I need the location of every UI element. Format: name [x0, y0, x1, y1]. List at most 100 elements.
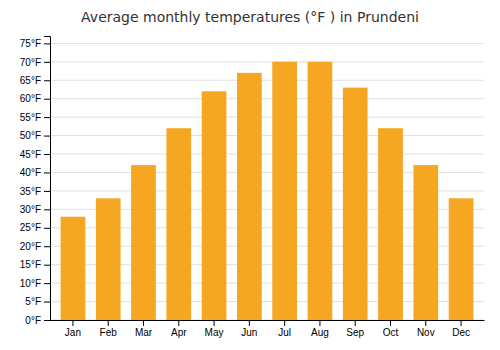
grid-line — [50, 43, 484, 44]
grid-line — [50, 135, 484, 136]
y-tick: 30°F — [20, 204, 50, 215]
bar — [61, 217, 86, 320]
y-tick-label: 50°F — [20, 130, 41, 141]
bar — [413, 165, 438, 320]
y-tick-mark — [44, 99, 50, 100]
y-tick-label: 55°F — [20, 112, 41, 123]
x-tick-mark — [390, 320, 391, 326]
y-tick-mark — [44, 136, 50, 137]
y-tick-label: 75°F — [20, 38, 41, 49]
y-tick: 35°F — [20, 186, 50, 197]
x-tick-mark — [461, 320, 462, 326]
y-tick-label: 35°F — [20, 186, 41, 197]
x-axis-line — [51, 320, 485, 321]
y-tick-mark — [44, 209, 50, 210]
grid-line — [50, 98, 484, 99]
plot: JanFebMarAprMayJunJulAugSepOctNovDec0°F5… — [20, 37, 485, 339]
grid-line — [50, 80, 484, 81]
y-tick-label: 20°F — [20, 241, 41, 252]
x-tick-mark — [108, 320, 109, 326]
y-tick-mark — [44, 43, 50, 44]
bar — [449, 198, 474, 320]
y-tick-label: 25°F — [20, 222, 41, 233]
y-tick: 25°F — [20, 222, 50, 233]
y-tick: 45°F — [20, 149, 50, 160]
x-tick-label: Aug — [311, 327, 329, 338]
bar — [166, 128, 191, 320]
y-tick-mark — [44, 228, 50, 229]
grid — [50, 43, 484, 320]
y-axis: 0°F 5°F 10°F 15°F 20°F 25°F 30°F 35°F 40°F 45°F 50… — [20, 37, 51, 326]
x-tick: Nov — [417, 320, 435, 338]
y-tick-mark — [44, 283, 50, 284]
x-tick: Apr — [171, 320, 187, 338]
y-tick: 5°F — [25, 296, 50, 307]
y-tick-label: 60°F — [20, 93, 41, 104]
y-tick-mark — [44, 172, 50, 173]
y-tick: 15°F — [20, 259, 50, 270]
bar — [272, 62, 297, 320]
x-tick: Jun — [241, 320, 257, 338]
x-tick-mark — [355, 320, 356, 326]
bars — [61, 62, 474, 320]
y-tick-label: 15°F — [20, 259, 41, 270]
y-tick-mark — [44, 246, 50, 247]
x-tick-label: Dec — [452, 327, 470, 338]
x-tick: Aug — [311, 320, 329, 338]
title: Average monthly temperatures (°F ) in Pr… — [81, 9, 419, 25]
y-tick-mark — [44, 154, 50, 155]
bar — [237, 73, 262, 320]
x-tick-mark — [319, 320, 320, 326]
y-tick-mark — [44, 62, 50, 63]
x-tick: May — [205, 320, 224, 338]
x-tick-mark — [249, 320, 250, 326]
y-tick: 20°F — [20, 241, 50, 252]
x-tick: Sep — [346, 320, 364, 338]
x-tick-label: Mar — [135, 327, 153, 338]
bar — [308, 62, 333, 320]
x-tick-label: Jan — [65, 327, 81, 338]
x-tick-label: May — [205, 327, 224, 338]
x-tick: Dec — [452, 320, 470, 338]
y-tick-label: 0°F — [25, 315, 41, 326]
bar — [343, 88, 368, 320]
y-tick: 60°F — [20, 93, 50, 104]
x-tick-label: Apr — [171, 327, 187, 338]
bar — [378, 128, 403, 320]
y-tick-label: 45°F — [20, 149, 41, 160]
x-tick-mark — [214, 320, 215, 326]
x-tick-label: Sep — [346, 327, 364, 338]
y-tick-label: 5°F — [25, 296, 41, 307]
grid-line — [50, 154, 484, 155]
y-tick: 75°F — [20, 38, 50, 49]
y-tick: 0°F — [25, 315, 50, 326]
x-tick: Feb — [100, 320, 118, 338]
bar — [202, 91, 227, 320]
y-tick-mark — [44, 320, 50, 321]
grid-line — [50, 117, 484, 118]
x-tick: Jul — [278, 320, 291, 338]
y-tick: 50°F — [20, 130, 50, 141]
y-axis-line — [44, 37, 51, 321]
x-tick: Jan — [65, 320, 81, 338]
chart: Average monthly temperatures (°F ) in Pr… — [0, 0, 500, 350]
x-tick-mark — [178, 320, 179, 326]
y-tick-label: 10°F — [20, 278, 41, 289]
x-tick-label: Jul — [278, 327, 291, 338]
chart-container: Average monthly temperatures (°F ) in Pr… — [0, 0, 500, 350]
x-tick-mark — [72, 320, 73, 326]
y-tick-label: 30°F — [20, 204, 41, 215]
y-tick-mark — [44, 265, 50, 266]
y-tick-label: 65°F — [20, 75, 41, 86]
y-tick-mark — [44, 302, 50, 303]
x-tick-mark — [284, 320, 285, 326]
grid-line — [50, 61, 484, 62]
x-axis: JanFebMarAprMayJunJulAugSepOctNovDec — [51, 320, 485, 338]
x-tick-label: Feb — [100, 327, 118, 338]
bar — [96, 198, 121, 320]
x-tick-mark — [143, 320, 144, 326]
y-tick: 65°F — [20, 75, 50, 86]
y-tick: 10°F — [20, 278, 50, 289]
y-tick: 70°F — [20, 57, 50, 68]
y-tick-label: 40°F — [20, 167, 41, 178]
